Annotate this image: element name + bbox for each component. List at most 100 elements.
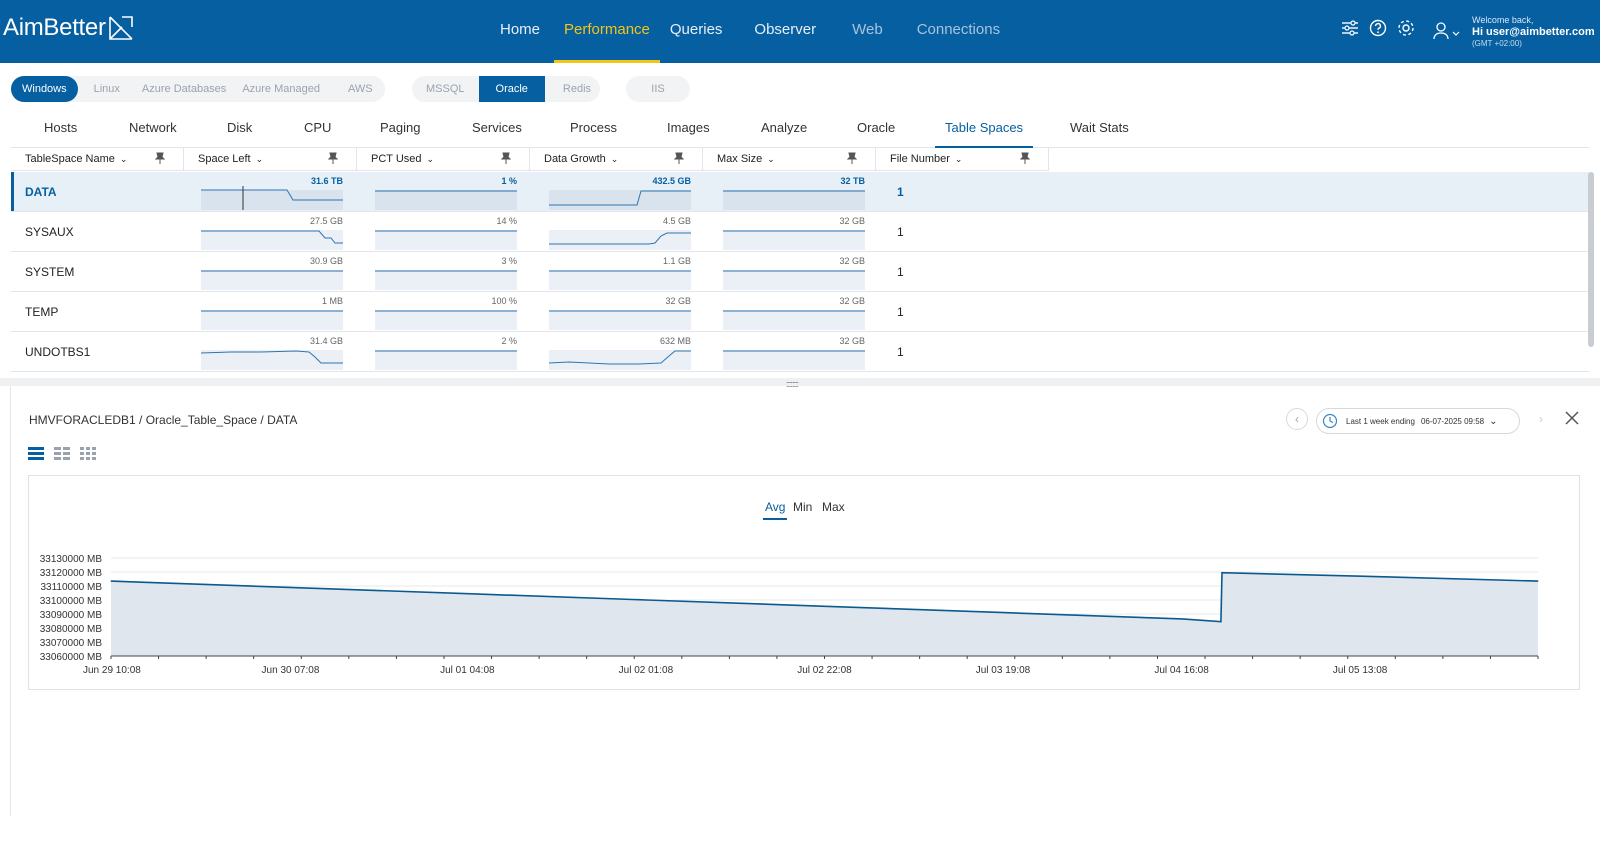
sparkline-space-left: 27.5 GB (201, 214, 343, 250)
pin-icon[interactable] (847, 152, 857, 164)
row-value: 1 MB (321, 296, 343, 306)
col-file-number[interactable]: File Number ⌄ (876, 148, 1049, 171)
sparkline-data-growth: 632 MB (549, 334, 691, 370)
y-tick-label: 33090000 MB (40, 610, 103, 621)
row-value: 31.4 GB (309, 336, 343, 346)
user-menu[interactable] (1433, 22, 1463, 45)
grid-scrollbar[interactable] (1588, 172, 1594, 347)
col-max-size[interactable]: Max Size ⌄ (703, 148, 876, 171)
sparkline-data-growth: 432.5 GB (549, 174, 691, 210)
help-icon[interactable] (1368, 18, 1388, 38)
pill-mssql[interactable]: MSSQL (426, 83, 465, 95)
brand-logo[interactable]: AimBetter (3, 14, 134, 42)
chevron-down-icon: ⌄ (610, 153, 619, 164)
row-value: 32 GB (839, 256, 865, 266)
tab-disk[interactable]: Disk (227, 120, 253, 135)
table-row[interactable]: DATA 31.6 TB 1 % 432.5 GB 32 TB 1 (11, 172, 1589, 212)
tab-hosts[interactable]: Hosts (44, 120, 78, 135)
pill-redis[interactable]: Redis (562, 83, 592, 95)
filter-sliders-icon[interactable] (1340, 18, 1360, 38)
pin-icon[interactable] (674, 152, 684, 164)
pin-icon[interactable] (1020, 152, 1030, 164)
tab-oracle[interactable]: Oracle (857, 120, 896, 135)
list-view-icon[interactable] (28, 446, 44, 460)
tab-network[interactable]: Network (129, 120, 177, 135)
sparkline-pct-used: 14 % (375, 214, 517, 250)
nav-connections[interactable]: Connections (916, 21, 1001, 38)
col-label: Data Growth (544, 153, 606, 165)
pill-windows[interactable]: Windows (11, 76, 78, 102)
pin-icon[interactable] (501, 152, 511, 164)
timezone: (GMT +02:00) (1472, 39, 1522, 48)
sparkline-pct-used: 3 % (375, 254, 517, 290)
pin-icon[interactable] (155, 152, 165, 164)
col-data-growth[interactable]: Data Growth ⌄ (530, 148, 703, 171)
nav-web[interactable]: Web (852, 21, 883, 38)
nav-observer[interactable]: Observer (754, 21, 817, 38)
table-row[interactable]: SYSTEM 30.9 GB 3 % 1.1 GB 32 GB 1 (11, 252, 1589, 292)
chart-tab-min[interactable]: Min (793, 500, 813, 514)
x-tick-label: Jun 29 10:08 (83, 665, 141, 676)
nav-home[interactable]: Home (500, 21, 541, 38)
tab-wait-stats[interactable]: Wait Stats (1070, 120, 1129, 135)
panel-splitter[interactable] (0, 378, 1600, 386)
chart-tab-max[interactable]: Max (822, 500, 845, 514)
x-tick-label: Jul 02 22:08 (797, 665, 852, 676)
chevron-down-icon: ⌄ (954, 153, 963, 164)
next-range-button[interactable]: › (1530, 408, 1552, 430)
row-value: 27.5 GB (309, 216, 343, 226)
pill-linux[interactable]: Linux (93, 83, 120, 95)
gear-icon[interactable] (1396, 18, 1416, 38)
drag-handle-icon[interactable]: :::::::: (786, 379, 799, 389)
sparkline-pct-used: 2 % (375, 334, 517, 370)
pill-azure-managed[interactable]: Azure Managed (242, 83, 320, 95)
close-icon[interactable] (1564, 410, 1580, 431)
row-file-number: 1 (897, 305, 904, 319)
user-icon (1433, 22, 1460, 40)
col-space-left[interactable]: Space Left ⌄ (184, 148, 357, 171)
tablespace-grid: TableSpace Name ⌄ Space Left ⌄ PCT Used ⌄ D… (11, 148, 1589, 378)
chart-tab-avg[interactable]: Avg (762, 500, 788, 520)
tab-analyze[interactable]: Analyze (761, 120, 808, 135)
table-row[interactable]: TEMP 1 MB 100 % 32 GB 32 GB 1 (11, 292, 1589, 332)
y-tick-label: 33110000 MB (40, 582, 102, 593)
tab-cpu[interactable]: CPU (304, 120, 332, 135)
tab-table-spaces[interactable]: Table Spaces (934, 111, 1034, 148)
row-value: 432.5 GB (652, 176, 691, 186)
table-row[interactable]: SYSAUX 27.5 GB 14 % 4.5 GB 32 GB 1 (11, 212, 1589, 252)
col-tablespace-name[interactable]: TableSpace Name ⌄ (11, 148, 184, 171)
tab-paging[interactable]: Paging (380, 120, 421, 135)
grid-3-view-icon[interactable] (80, 446, 96, 460)
chevron-down-icon: ⌄ (426, 153, 435, 164)
row-name: SYSAUX (25, 225, 74, 239)
sparkline-space-left: 31.6 TB (201, 174, 343, 210)
pin-icon[interactable] (328, 152, 338, 164)
tab-process[interactable]: Process (570, 120, 617, 135)
x-tick-label: Jul 04 16:08 (1154, 665, 1209, 676)
sparkline-max-size: 32 GB (723, 294, 865, 330)
pill-aws[interactable]: AWS (347, 83, 373, 95)
row-value: 32 GB (665, 296, 691, 306)
col-label: Max Size (717, 153, 763, 165)
table-row[interactable]: UNDOTBS1 31.4 GB 2 % 632 MB 32 GB 1 (11, 332, 1589, 372)
data-point (646, 599, 648, 601)
nav-performance[interactable]: Performance (554, 0, 660, 63)
series-area-avg (111, 572, 1538, 656)
y-tick-label: 33100000 MB (40, 596, 103, 607)
sparkline-max-size: 32 TB (723, 174, 865, 210)
time-range-selector[interactable]: Last 1 week ending 06-07-2025 09:58 ⌄ (1316, 408, 1520, 434)
layout-switcher (28, 446, 96, 460)
row-file-number: 1 (897, 225, 904, 239)
pill-oracle[interactable]: Oracle (478, 76, 545, 102)
nav-queries[interactable]: Queries (669, 21, 723, 38)
col-pct-used[interactable]: PCT Used ⌄ (357, 148, 530, 171)
pill-iis[interactable]: IIS (651, 83, 665, 95)
data-point (824, 605, 826, 607)
os-selector: Windows Linux Azure Databases Azure Mana… (11, 76, 385, 102)
prev-range-button[interactable]: ‹ (1286, 408, 1308, 430)
pill-azure-databases[interactable]: Azure Databases (141, 83, 227, 95)
brand-name: AimBetter (3, 14, 106, 41)
tab-images[interactable]: Images (667, 120, 710, 135)
tab-services[interactable]: Services (472, 120, 522, 135)
grid-2-view-icon[interactable] (54, 446, 70, 460)
